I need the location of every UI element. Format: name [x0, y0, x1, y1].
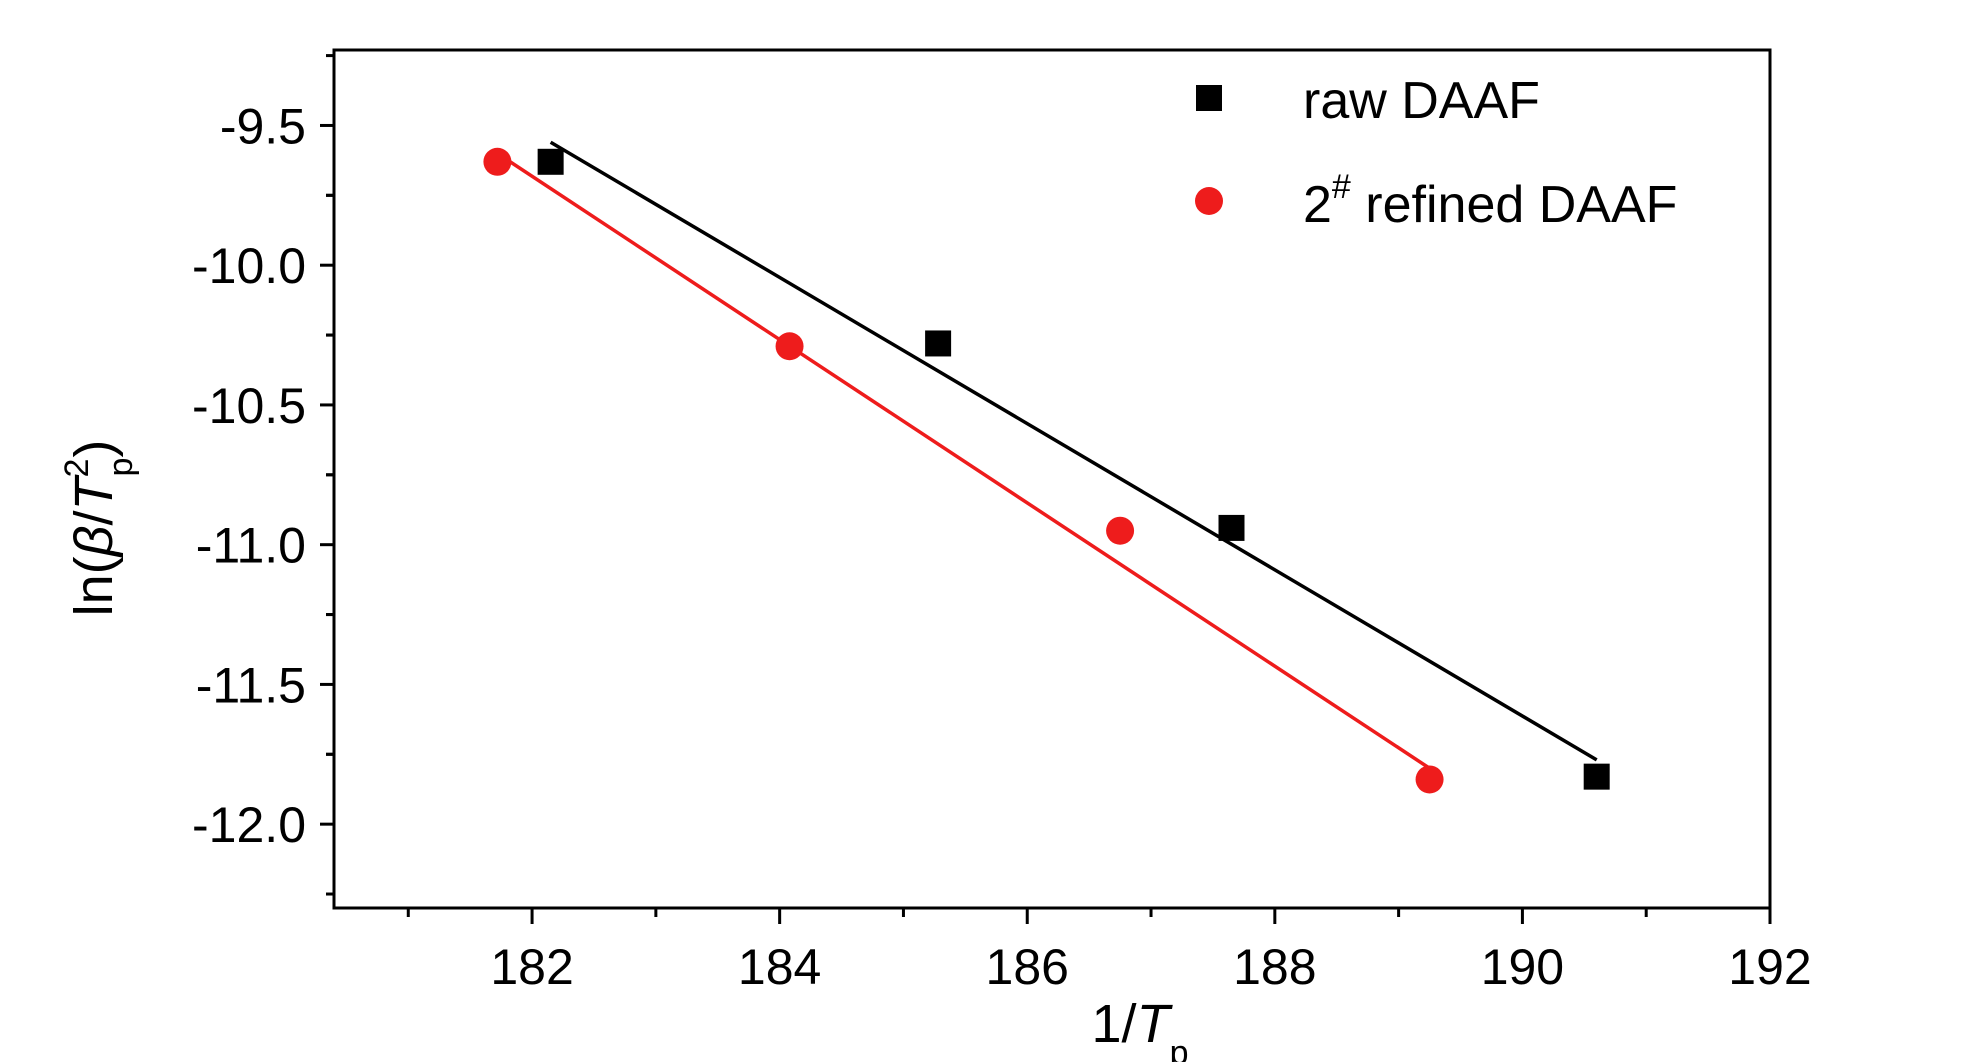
data-point-refined-daaf [483, 147, 512, 176]
legend-label-refined-daaf: 2# refined DAAF [1303, 168, 1677, 234]
x-tick-label: 182 [490, 939, 573, 995]
y-tick-label: -12.0 [192, 797, 306, 853]
data-point-raw-daaf [925, 330, 952, 357]
y-axis-ticks: -9.5 -10.0 -10.5 -11.0 -11.5 -12.0 [192, 54, 334, 896]
data-markers [483, 147, 1610, 794]
fit-line-raw-daaf [549, 140, 1598, 762]
y-tick-label: -11.0 [196, 518, 306, 574]
x-tick-label: 184 [738, 939, 821, 995]
fit-line-refined-daaf [496, 151, 1431, 770]
x-axis-title: 1/Tp [1092, 994, 1189, 1062]
x-tick-label: 186 [986, 939, 1069, 995]
x-tick-label: 192 [1728, 939, 1811, 995]
data-point-raw-daaf [537, 148, 564, 175]
data-point-raw-daaf [1583, 763, 1610, 790]
legend-marker-refined-daaf [1195, 187, 1223, 215]
y-tick-label: -10.0 [192, 238, 306, 294]
data-point-refined-daaf [1106, 516, 1135, 545]
data-point-refined-daaf [1415, 765, 1444, 794]
y-axis-title: ln(β/T2 p) [58, 440, 140, 617]
y-tick-label: -9.5 [220, 98, 306, 154]
legend: raw DAAF 2# refined DAAF [1195, 72, 1677, 234]
legend-label-raw-daaf: raw DAAF [1303, 72, 1540, 130]
fit-lines [496, 140, 1598, 770]
x-axis-ticks: 182 184 186 188 190 192 [406, 908, 1812, 995]
data-point-refined-daaf [775, 332, 804, 361]
plot-frame [332, 48, 1772, 910]
x-tick-label: 190 [1481, 939, 1564, 995]
data-point-raw-daaf [1218, 514, 1245, 541]
x-tick-label: 188 [1233, 939, 1316, 995]
legend-marker-raw-daaf [1196, 85, 1222, 111]
y-tick-label: -11.5 [196, 657, 306, 713]
y-tick-label: -10.5 [192, 378, 306, 434]
